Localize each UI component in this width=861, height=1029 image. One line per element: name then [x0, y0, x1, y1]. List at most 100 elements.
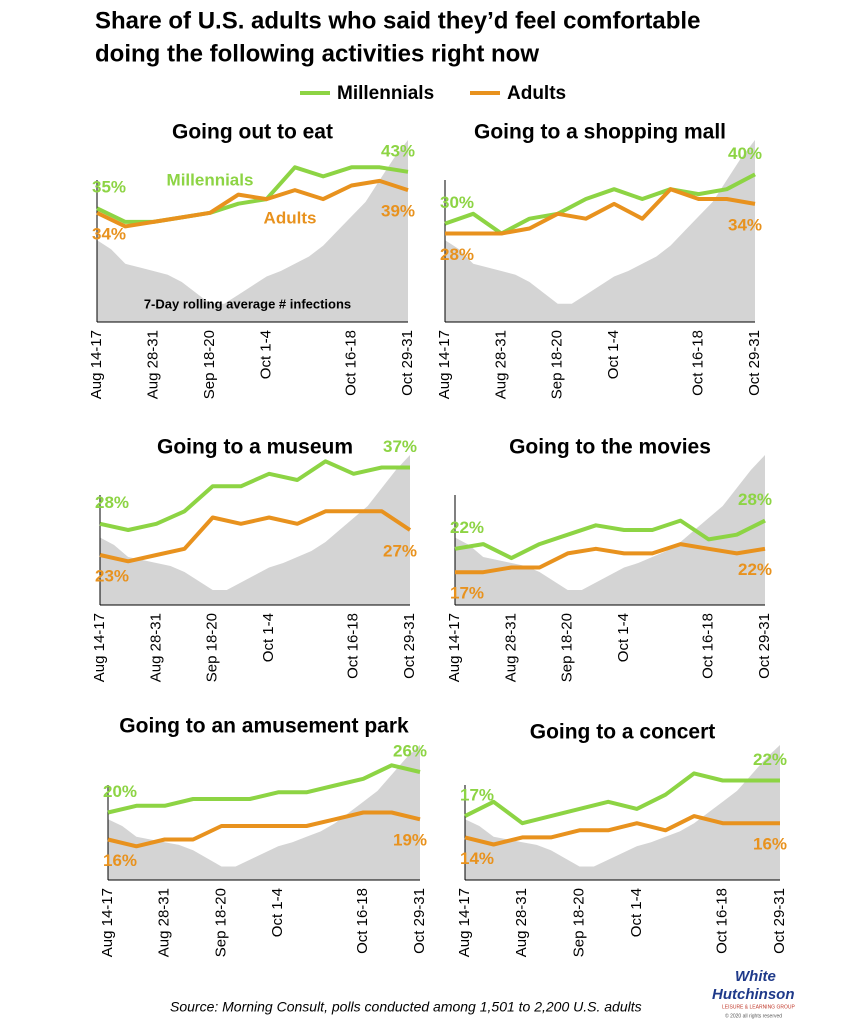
value-label: 14%	[460, 849, 494, 868]
x-tick-label: Oct 29-31	[756, 613, 773, 679]
panel-title: Going to a museum	[157, 436, 353, 459]
x-tick-label: Oct 1-4	[605, 330, 622, 379]
x-tick-label: Oct 16-18	[700, 613, 717, 679]
x-tick-label: Aug 28-31	[513, 888, 530, 957]
legend-label: Adults	[507, 83, 566, 104]
series-line	[99, 509, 412, 564]
background-area	[100, 455, 410, 605]
x-tick-label: Sep 18-20	[201, 330, 218, 399]
x-tick-label: Oct 16-18	[342, 330, 359, 396]
x-tick-label: Oct 16-18	[354, 888, 371, 954]
series-line	[454, 518, 766, 561]
x-tick-label: Sep 18-20	[204, 613, 221, 682]
background-area	[445, 140, 755, 322]
x-tick-label: Sep 18-20	[212, 888, 229, 957]
x-tick-label: Oct 16-18	[345, 613, 362, 679]
x-tick-label: Oct 16-18	[714, 888, 731, 954]
x-tick-label: Oct 29-31	[399, 330, 416, 396]
panel: Going to a museum Aug 14-17 Aug 28-31 Sep 1…	[91, 436, 418, 683]
annotation: 7-Day rolling average # infections	[144, 296, 351, 311]
value-label: 28%	[95, 493, 129, 512]
legend: Millennials Adults	[300, 83, 566, 104]
x-tick-label: Aug 28-31	[492, 330, 509, 399]
value-label: 28%	[440, 245, 474, 264]
panel: Going to a concert Aug 14-17 Aug 28-31 Sep …	[456, 721, 788, 958]
legend-label: Millennials	[337, 83, 434, 104]
value-label: 23%	[95, 566, 129, 585]
series-line	[464, 814, 780, 847]
value-label: 30%	[440, 193, 474, 212]
panel: Going to an amusement park Aug 14-17 Aug 2…	[99, 715, 428, 958]
series-line	[455, 542, 766, 575]
value-label: 27%	[383, 541, 417, 560]
value-label: 22%	[450, 518, 484, 537]
panel: Going to the movies Aug 14-17 Aug 28-31 Sep…	[446, 436, 773, 683]
value-label: 22%	[738, 560, 772, 579]
value-label: 40%	[728, 144, 762, 163]
x-tick-label: Oct 1-4	[260, 613, 277, 662]
value-label: 17%	[450, 584, 484, 603]
value-label: 22%	[753, 750, 787, 769]
panel-title: Going to a shopping mall	[474, 121, 726, 144]
series-line	[96, 178, 409, 229]
panel-title: Going to a concert	[530, 721, 716, 744]
background-area	[465, 745, 780, 880]
series-line	[99, 459, 410, 532]
value-label: 34%	[92, 224, 126, 243]
background-area	[455, 455, 765, 605]
panel: Going to a shopping mall Aug 14-17 Aug 28-…	[436, 121, 763, 400]
x-tick-label: Aug 14-17	[88, 330, 105, 399]
x-tick-label: Oct 1-4	[269, 888, 286, 937]
x-tick-label: Oct 1-4	[628, 888, 645, 937]
value-label: 20%	[103, 782, 137, 801]
title-line: doing the following activities right now	[95, 40, 539, 67]
value-label: 26%	[393, 741, 427, 760]
series-annotation: Adults	[264, 208, 317, 227]
panel: Going out to eat Aug 14-17 Aug 28-31 Sep 18…	[88, 121, 416, 400]
x-tick-label: Oct 29-31	[401, 613, 418, 679]
background-area	[108, 745, 420, 880]
x-tick-label: Sep 18-20	[571, 888, 588, 957]
x-tick-label: Aug 14-17	[436, 330, 453, 399]
x-tick-label: Oct 29-31	[411, 888, 428, 954]
x-tick-label: Oct 29-31	[771, 888, 788, 954]
series-line	[107, 763, 421, 815]
x-tick-label: Oct 1-4	[258, 330, 275, 379]
logo-text: White	[735, 968, 776, 985]
x-tick-label: Sep 18-20	[549, 330, 566, 399]
value-label: 39%	[381, 202, 415, 221]
value-label: 17%	[460, 786, 494, 805]
x-tick-label: Aug 14-17	[91, 613, 108, 682]
value-label: 34%	[728, 215, 762, 234]
title-line: Share of U.S. adults who said they’d fee…	[95, 7, 700, 34]
source: Source: Morning Consult, polls conducted…	[170, 999, 642, 1015]
value-label: 16%	[753, 835, 787, 854]
x-tick-label: Oct 1-4	[615, 613, 632, 662]
x-tick-label: Aug 28-31	[502, 613, 519, 682]
x-tick-label: Sep 18-20	[559, 613, 576, 682]
logo-text: Hutchinson	[712, 986, 795, 1003]
series-annotation: Millennials	[167, 170, 254, 189]
x-tick-label: Oct 29-31	[746, 330, 763, 396]
panel-title: Going to the movies	[509, 436, 711, 459]
x-tick-label: Aug 28-31	[147, 613, 164, 682]
series-line	[445, 187, 756, 236]
logo: White Hutchinson LEISURE & LEARNING GROU…	[712, 968, 795, 1019]
value-label: 16%	[103, 851, 137, 870]
value-label: 43%	[381, 141, 415, 160]
value-label: 19%	[393, 831, 427, 850]
x-tick-label: Aug 14-17	[456, 888, 473, 957]
x-tick-label: Aug 28-31	[145, 330, 162, 399]
panel-title: Going to an amusement park	[119, 715, 409, 738]
series-line	[444, 172, 756, 236]
panel-title: Going out to eat	[172, 121, 333, 144]
x-tick-label: Aug 14-17	[446, 613, 463, 682]
logo-copyright: © 2020 all rights reserved	[725, 1012, 782, 1019]
value-label: 28%	[738, 490, 772, 509]
x-tick-label: Aug 14-17	[99, 888, 116, 957]
x-tick-label: Aug 28-31	[156, 888, 173, 957]
series-line	[464, 771, 780, 826]
logo-tagline: LEISURE & LEARNING GROUP	[722, 1004, 795, 1010]
value-label: 35%	[92, 178, 126, 197]
